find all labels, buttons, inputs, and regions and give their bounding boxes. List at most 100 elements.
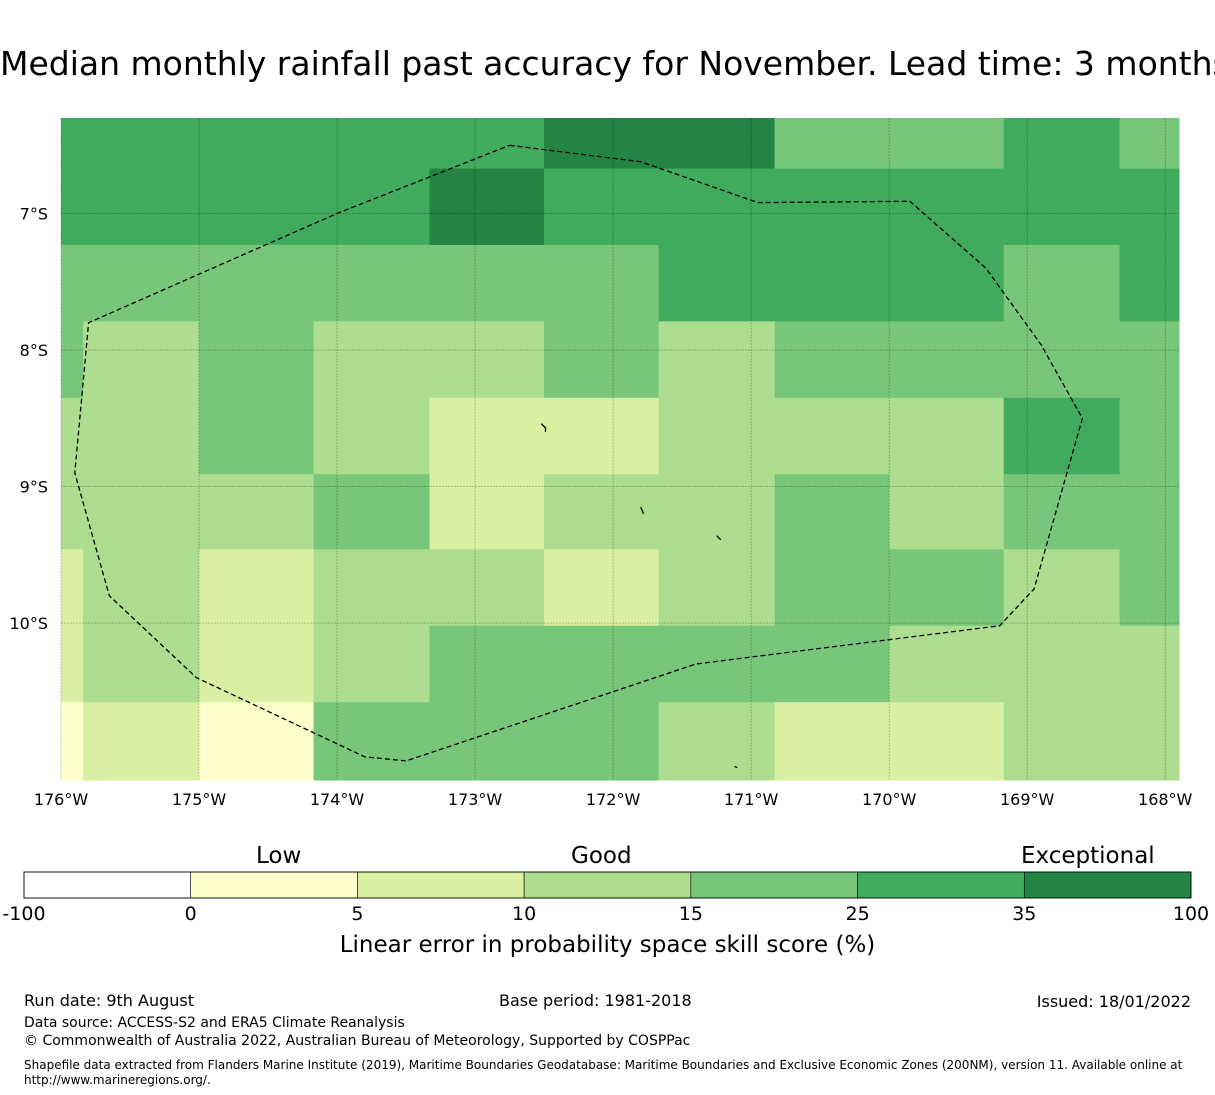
- longitude-tick-labels: 176°W 175°W 174°W 173°W 172°W 171°W 170°W 169°W…: [34, 790, 1193, 809]
- category-low: Low: [256, 843, 302, 869]
- island-outlines: [540, 423, 738, 769]
- island-outline: [716, 535, 722, 541]
- colorbar-segment: [1023, 871, 1192, 899]
- grid-cell: [83, 549, 200, 627]
- grid-cell: [199, 549, 315, 627]
- grid-cell: [774, 474, 890, 550]
- eez-boundary: [74, 144, 1084, 762]
- grid-cell: [1119, 625, 1180, 703]
- grid-cell: [1003, 702, 1121, 781]
- grid-cell: [429, 474, 545, 550]
- grid-cell: [544, 702, 660, 781]
- grid-cell: [1003, 168, 1121, 246]
- grid-cell: [199, 702, 315, 781]
- grid-cell: [774, 549, 890, 627]
- colorbar-tick-label: 35: [1012, 903, 1037, 925]
- grid-cell: [429, 168, 545, 246]
- grid-cell: [774, 321, 890, 399]
- colorbar-segment: [190, 871, 358, 899]
- grid-cell: [83, 397, 200, 475]
- grid-cell: [889, 321, 1005, 399]
- grid-cell: [889, 625, 1005, 703]
- grid-cell: [544, 474, 660, 550]
- skill-grid: [61, 118, 1180, 781]
- grid-cell: [658, 321, 776, 399]
- colorbar-label: Linear error in probability space skill …: [339, 932, 876, 958]
- longitude-tick-label: 175°W: [172, 790, 227, 809]
- grid-cell: [429, 118, 545, 169]
- grid-cell: [1003, 397, 1121, 475]
- grid-cell: [658, 625, 776, 703]
- grid-cell: [774, 244, 890, 322]
- grid-cell: [544, 549, 660, 627]
- grid-cell: [544, 168, 660, 246]
- grid-cell: [658, 549, 776, 627]
- grid-cell: [313, 702, 431, 781]
- grid-cell: [83, 702, 200, 781]
- grid-cell: [61, 168, 84, 246]
- grid-cell: [61, 397, 84, 475]
- colorbar-tick-label: 100: [1172, 903, 1210, 925]
- colorbar-tick-label: 5: [351, 903, 364, 925]
- grid-cell: [774, 168, 890, 246]
- colorbar-tick-label: 10: [512, 903, 537, 925]
- data-source: Data source: ACCESS-S2 and ERA5 Climate …: [24, 1015, 405, 1031]
- graticule: [60, 118, 1179, 780]
- grid-cell: [774, 118, 890, 169]
- island-outline: [734, 765, 738, 769]
- grid-cell: [544, 321, 660, 399]
- longitude-tick-label: 171°W: [724, 790, 779, 809]
- issued-date: Issued: 18/01/2022: [1036, 992, 1191, 1011]
- colorbar-segment: [690, 871, 858, 899]
- grid-cell: [1119, 474, 1180, 550]
- grid-cell: [889, 244, 1005, 322]
- grid-cell: [429, 549, 545, 627]
- grid-cell: [889, 118, 1005, 169]
- grid-cell: [313, 244, 431, 322]
- longitude-tick-label: 172°W: [586, 790, 641, 809]
- grid-cell: [1119, 397, 1180, 475]
- grid-cell: [544, 397, 660, 475]
- colorbar-tick-label: 0: [184, 903, 197, 925]
- grid-cell: [1119, 321, 1180, 399]
- grid-cell: [429, 321, 545, 399]
- grid-cell: [1119, 244, 1180, 322]
- grid-cell: [199, 321, 315, 399]
- longitude-tick-label: 169°W: [1000, 790, 1055, 809]
- grid-cell: [1119, 168, 1180, 246]
- grid-cell: [658, 702, 776, 781]
- colorbar-segments: [23, 871, 1192, 899]
- colorbar-segment: [357, 871, 525, 899]
- grid-cell: [61, 549, 84, 627]
- grid-cell: [313, 168, 431, 246]
- grid-cell: [83, 244, 200, 322]
- longitude-tick-label: 170°W: [862, 790, 917, 809]
- grid-cell: [199, 397, 315, 475]
- longitude-tick-label: 168°W: [1138, 790, 1193, 809]
- grid-cell: [199, 244, 315, 322]
- grid-cell: [889, 702, 1005, 781]
- grid-cell: [544, 244, 660, 322]
- grid-cell: [544, 118, 660, 169]
- colorbar-tick-label: -100: [2, 903, 46, 925]
- grid-cell: [313, 549, 431, 627]
- grid-cell: [658, 474, 776, 550]
- grid-cell: [1003, 244, 1121, 322]
- latitude-tick-label: 9°S: [20, 478, 48, 497]
- grid-cell: [313, 118, 431, 169]
- grid-cell: [1003, 118, 1121, 169]
- grid-cell: [774, 397, 890, 475]
- grid-cell: [1119, 702, 1180, 781]
- island-outline: [540, 423, 547, 432]
- copyright: © Commonwealth of Australia 2022, Austra…: [24, 1033, 691, 1049]
- colorbar-segment: [23, 871, 192, 899]
- grid-cell: [313, 474, 431, 550]
- grid-cell: [313, 321, 431, 399]
- map-title: Median monthly rainfall past accuracy fo…: [0, 44, 1215, 83]
- grid-cell: [199, 625, 315, 703]
- grid-cell: [61, 118, 84, 169]
- category-good: Good: [571, 843, 632, 869]
- shapefile-credit: Shapefile data extracted from Flanders M…: [24, 1058, 1183, 1087]
- grid-cell: [658, 397, 776, 475]
- grid-cell: [199, 118, 315, 169]
